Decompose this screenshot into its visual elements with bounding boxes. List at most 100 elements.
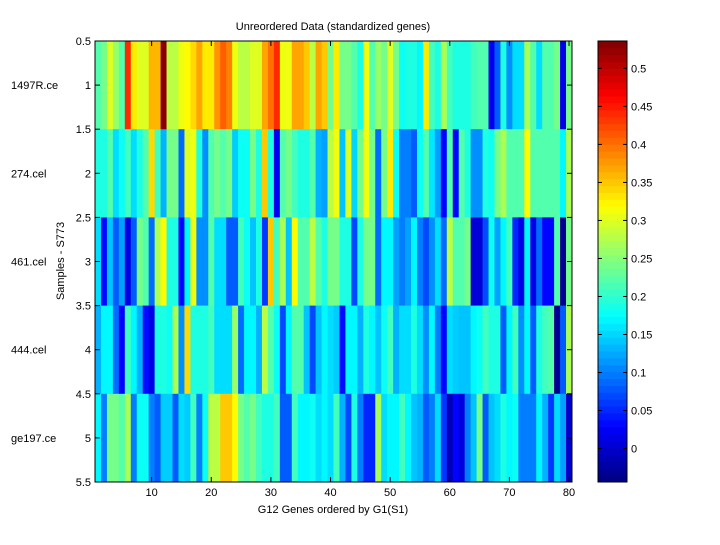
heatmap-cell [178,217,185,306]
colorbar-segment [598,468,627,476]
colorbar-segment [598,96,627,104]
heatmap-cell [196,217,203,306]
y-tick-label: 1.5 [76,124,91,136]
heatmap-cell [267,305,275,395]
heatmap-cell [351,129,358,218]
colorbar-segment [598,68,627,76]
heatmap-cell [387,305,394,395]
heatmap-cell [106,217,114,306]
heatmap-cell [548,129,555,218]
colorbar-tick-label: 0 [631,444,637,456]
heatmap-cell [166,129,173,218]
heatmap-cell [154,129,161,218]
heatmap-cell [416,305,424,395]
heatmap-cell [428,41,436,130]
heatmap-cell [333,129,340,218]
heatmap-cell [142,41,150,130]
heatmap-cell [124,41,132,130]
heatmap-cell [494,393,501,483]
heatmap-cell [536,305,543,395]
heatmap-cell [363,129,370,218]
heatmap-cell [411,217,418,306]
heatmap-cell [488,129,495,218]
heatmap-cell [416,129,424,218]
heatmap-cell [142,129,150,218]
heatmap-cell [530,41,537,130]
heatmap-cell [375,129,382,218]
heatmap-cell [518,129,525,218]
heatmap-cell [339,129,346,218]
heatmap-cell [452,41,460,130]
x-tick-label: 80 [563,487,575,499]
heatmap-cell [226,393,233,483]
heatmap-cell [315,41,322,130]
heatmap-cell [369,393,376,483]
x-tick-label: 60 [444,487,456,499]
heatmap-cell [226,217,233,306]
heatmap-cell [118,217,126,306]
heatmap-cell [297,217,305,306]
heatmap-cell [190,129,197,218]
colorbar-segment [598,302,627,311]
heatmap-cell [327,129,334,218]
heatmap-cell [214,41,221,130]
heatmap-cell [321,41,328,130]
heatmap-cell [405,129,412,218]
colorbar-segment [598,268,627,276]
heatmap-cell [393,305,400,395]
heatmap-cell [446,305,454,395]
heatmap-cell [166,393,173,483]
heatmap-cell [428,393,436,483]
heatmap-cell [208,217,215,306]
heatmap-cell [321,129,328,218]
heatmap-cell [327,41,334,130]
heatmap-cell [154,393,161,483]
heatmap-cell [345,393,352,483]
chart-title: Unreordered Data (standardized genes) [236,21,430,33]
heatmap-cell [142,393,150,483]
heatmap-cell [148,305,156,395]
heatmap-cell [309,129,317,218]
heatmap-cell [208,305,215,395]
colorbar-segment [598,130,627,138]
heatmap-cell [214,129,221,218]
colorbar-segment [598,309,627,318]
heatmap-cell [238,305,245,395]
y-tick-label: 2 [85,168,91,180]
heatmap-cell [416,393,424,483]
heatmap-cell [279,305,287,395]
heatmap-cell [422,41,430,130]
heatmap-cell [100,305,108,395]
colorbar-segment [598,158,627,166]
heatmap-cell [387,129,394,218]
heatmap-cell [130,217,138,306]
heatmap-cell [309,217,317,306]
heatmap-cell [244,305,251,395]
heatmap-cell [434,305,442,395]
heatmap-cell [333,305,340,395]
colorbar-segment [598,406,627,414]
colorbar-segment [598,151,627,159]
heatmap-cell [500,305,507,395]
heatmap-cell [303,217,311,306]
heatmap-cell [244,41,251,130]
heatmap-cell [255,129,263,218]
heatmap-cell [100,393,108,483]
heatmap-cell [232,393,239,483]
heatmap-cell [160,129,167,218]
heatmap-cell [548,217,555,306]
colorbar-segment [598,144,627,152]
colorbar-segment [598,123,627,131]
heatmap-cell [255,217,263,306]
heatmap-cell [416,41,424,130]
heatmap-cell [434,41,442,130]
heatmap-cell [476,129,483,218]
heatmap-cell [178,305,185,395]
colorbar-segment [598,475,627,483]
heatmap-cell [220,129,227,218]
heatmap-cell [160,393,167,483]
heatmap-cell [393,41,400,130]
heatmap-cell [279,129,287,218]
heatmap-cell [542,129,549,218]
heatmap-cell [285,393,293,483]
